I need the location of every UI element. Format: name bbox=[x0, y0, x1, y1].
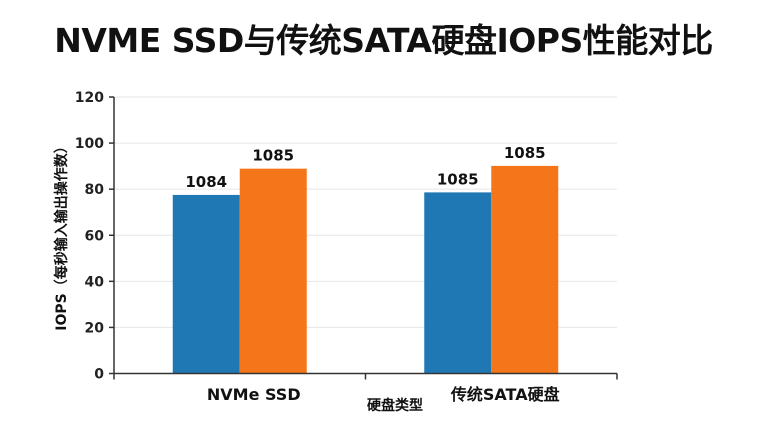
bar-2-1 bbox=[424, 192, 492, 374]
bar-2-2 bbox=[491, 165, 559, 374]
y-tick-label: 0 bbox=[94, 367, 104, 383]
y-tick-label: 120 bbox=[75, 90, 104, 106]
y-tick-label: 20 bbox=[85, 320, 105, 336]
bar-1-1 bbox=[172, 194, 240, 374]
x-tick-label: NVMe SSD bbox=[207, 385, 301, 404]
x-tick-label: 传统SATA硬盘 bbox=[450, 385, 560, 404]
data-label: 1085 bbox=[437, 170, 479, 188]
y-tick-label: 40 bbox=[85, 274, 105, 290]
data-label: 1084 bbox=[185, 173, 227, 191]
y-tick-label: 80 bbox=[85, 182, 105, 198]
y-tick-label: 100 bbox=[75, 136, 104, 152]
data-label: 1085 bbox=[252, 147, 294, 165]
data-label: 1085 bbox=[504, 144, 546, 162]
x-axis-label: 硬盘类型 bbox=[367, 397, 423, 414]
y-axis-label: IOPS（每秒输入输出操作数） bbox=[53, 139, 70, 330]
bar-1-2 bbox=[239, 168, 307, 374]
y-tick-label: 60 bbox=[85, 228, 105, 244]
chart-title: NVME SSD与传统SATA硬盘IOPS性能对比 bbox=[54, 21, 713, 60]
